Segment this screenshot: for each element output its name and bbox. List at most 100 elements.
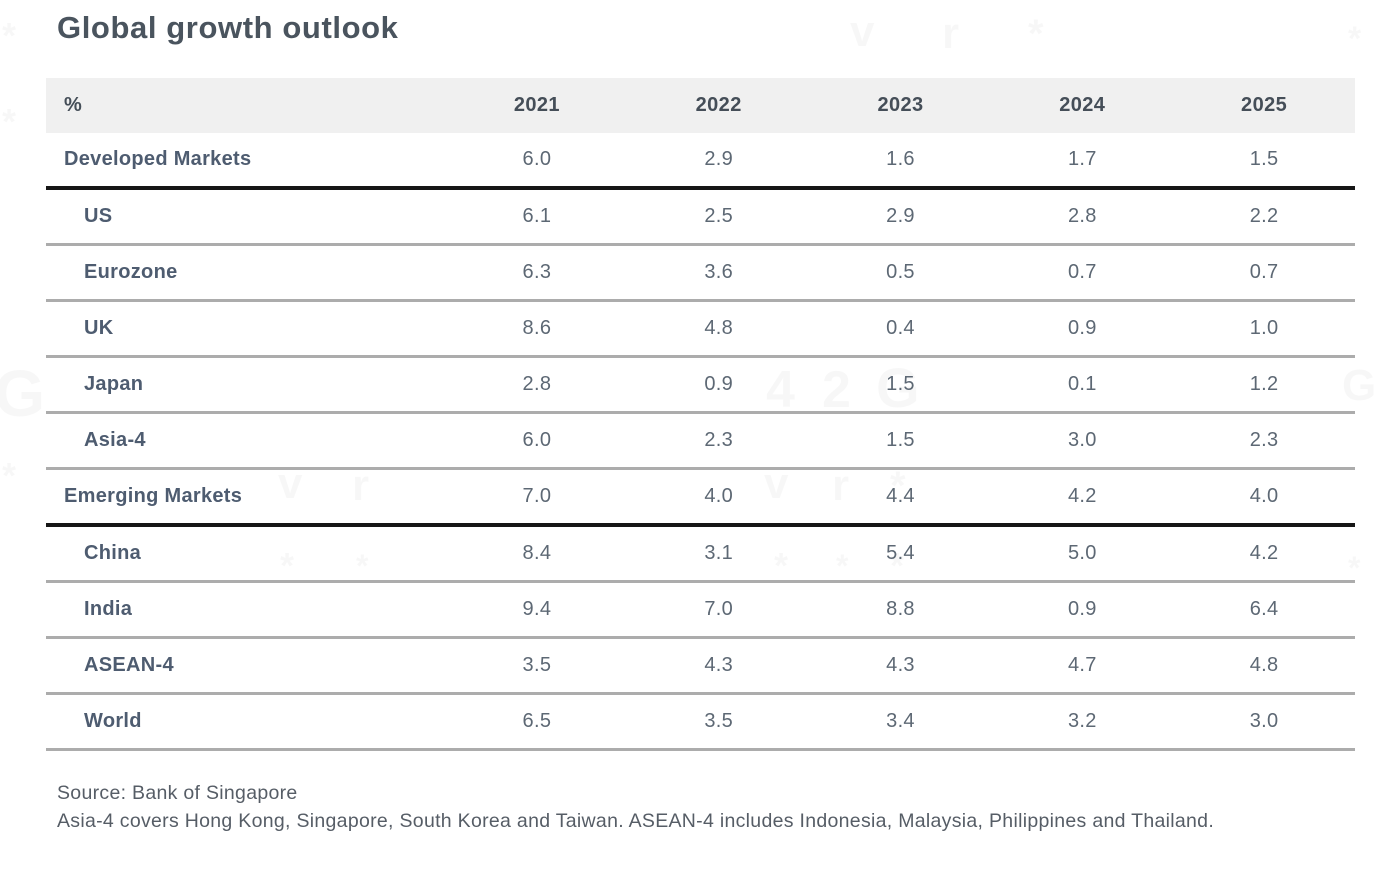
value-cell: 2.8 <box>446 356 628 414</box>
table-row: Eurozone 6.3 3.6 0.5 0.7 0.7 <box>46 244 1355 302</box>
value-cell: 6.4 <box>1173 581 1355 639</box>
watermark-glyph: * <box>1348 22 1361 56</box>
value-cell: 1.6 <box>809 133 992 190</box>
value-cell: 6.5 <box>446 693 628 751</box>
value-cell: 6.3 <box>446 244 628 302</box>
table-row: Emerging Markets 7.0 4.0 4.4 4.2 4.0 <box>46 468 1355 527</box>
row-label: Emerging Markets <box>46 468 446 527</box>
watermark-glyph: G <box>0 360 45 426</box>
value-cell: 0.9 <box>991 300 1174 358</box>
value-cell: 2.8 <box>991 188 1174 246</box>
value-cell: 5.4 <box>809 525 992 583</box>
row-label: Japan <box>46 356 446 414</box>
row-label: Developed Markets <box>46 133 446 190</box>
watermark-glyph: r <box>942 12 959 56</box>
watermark-glyph: * <box>2 458 16 494</box>
value-cell: 0.4 <box>809 300 992 358</box>
value-cell: 2.9 <box>627 133 810 190</box>
value-cell: 5.0 <box>991 525 1174 583</box>
value-cell: 3.0 <box>1173 693 1355 751</box>
value-cell: 7.0 <box>627 581 810 639</box>
column-header-percent: % <box>46 78 446 133</box>
watermark-glyph: v <box>850 10 874 54</box>
value-cell: 6.1 <box>446 188 628 246</box>
value-cell: 3.4 <box>809 693 992 751</box>
row-label: Eurozone <box>46 244 446 302</box>
value-cell: 0.7 <box>1173 244 1355 302</box>
header-row: % 2021 2022 2023 2024 2025 <box>46 78 1355 133</box>
value-cell: 2.2 <box>1173 188 1355 246</box>
value-cell: 3.5 <box>627 693 810 751</box>
growth-table: % 2021 2022 2023 2024 2025 Developed Mar… <box>46 78 1355 751</box>
value-cell: 4.2 <box>1173 525 1355 583</box>
table-row: India 9.4 7.0 8.8 0.9 6.4 <box>46 581 1355 639</box>
value-cell: 8.4 <box>446 525 628 583</box>
column-header-2025: 2025 <box>1173 78 1355 133</box>
value-cell: 4.4 <box>809 468 992 527</box>
value-cell: 3.5 <box>446 637 628 695</box>
value-cell: 0.9 <box>627 356 810 414</box>
watermark-glyph: * <box>2 104 16 140</box>
value-cell: 1.2 <box>1173 356 1355 414</box>
footer: Source: Bank of Singapore Asia-4 covers … <box>57 779 1214 835</box>
value-cell: 6.0 <box>446 412 628 470</box>
table-row: ASEAN-4 3.5 4.3 4.3 4.7 4.8 <box>46 637 1355 695</box>
table-row: World 6.5 3.5 3.4 3.2 3.0 <box>46 693 1355 751</box>
value-cell: 0.7 <box>991 244 1174 302</box>
source-line: Source: Bank of Singapore <box>57 782 298 804</box>
value-cell: 4.0 <box>1173 468 1355 527</box>
row-label: World <box>46 693 446 751</box>
row-label: UK <box>46 300 446 358</box>
value-cell: 4.0 <box>627 468 810 527</box>
value-cell: 2.9 <box>809 188 992 246</box>
value-cell: 1.7 <box>991 133 1174 190</box>
table-row: UK 8.6 4.8 0.4 0.9 1.0 <box>46 300 1355 358</box>
value-cell: 3.1 <box>627 525 810 583</box>
value-cell: 6.0 <box>446 133 628 190</box>
value-cell: 1.5 <box>809 356 992 414</box>
value-cell: 1.5 <box>809 412 992 470</box>
value-cell: 1.0 <box>1173 300 1355 358</box>
value-cell: 0.5 <box>809 244 992 302</box>
row-label: US <box>46 188 446 246</box>
value-cell: 4.8 <box>627 300 810 358</box>
watermark-glyph: * <box>1028 14 1044 54</box>
value-cell: 3.6 <box>627 244 810 302</box>
value-cell: 9.4 <box>446 581 628 639</box>
value-cell: 4.3 <box>809 637 992 695</box>
table-row: Developed Markets 6.0 2.9 1.6 1.7 1.5 <box>46 133 1355 190</box>
value-cell: 2.3 <box>1173 412 1355 470</box>
row-label: Asia-4 <box>46 412 446 470</box>
table-row: US 6.1 2.5 2.9 2.8 2.2 <box>46 188 1355 246</box>
value-cell: 8.6 <box>446 300 628 358</box>
table-header: % 2021 2022 2023 2024 2025 <box>46 78 1355 133</box>
value-cell: 4.3 <box>627 637 810 695</box>
row-label: India <box>46 581 446 639</box>
value-cell: 4.7 <box>991 637 1174 695</box>
value-cell: 2.5 <box>627 188 810 246</box>
row-label: China <box>46 525 446 583</box>
footnote: Asia-4 covers Hong Kong, Singapore, Sout… <box>57 810 1215 832</box>
value-cell: 0.9 <box>991 581 1174 639</box>
table-row: China 8.4 3.1 5.4 5.0 4.2 <box>46 525 1355 583</box>
table-row: Asia-4 6.0 2.3 1.5 3.0 2.3 <box>46 412 1355 470</box>
value-cell: 4.8 <box>1173 637 1355 695</box>
value-cell: 7.0 <box>446 468 628 527</box>
column-header-2022: 2022 <box>627 78 810 133</box>
value-cell: 3.0 <box>991 412 1174 470</box>
value-cell: 2.3 <box>627 412 810 470</box>
row-label: ASEAN-4 <box>46 637 446 695</box>
value-cell: 0.1 <box>991 356 1174 414</box>
column-header-2024: 2024 <box>991 78 1174 133</box>
value-cell: 3.2 <box>991 693 1174 751</box>
column-header-2023: 2023 <box>809 78 992 133</box>
page-title: Global growth outlook <box>57 10 399 45</box>
table-row: Japan 2.8 0.9 1.5 0.1 1.2 <box>46 356 1355 414</box>
value-cell: 8.8 <box>809 581 992 639</box>
table-body: Developed Markets 6.0 2.9 1.6 1.7 1.5 US 6.1 2.5… <box>46 133 1355 751</box>
value-cell: 4.2 <box>991 468 1174 527</box>
value-cell: 1.5 <box>1173 133 1355 190</box>
column-header-2021: 2021 <box>446 78 628 133</box>
watermark-glyph: * <box>2 18 16 54</box>
